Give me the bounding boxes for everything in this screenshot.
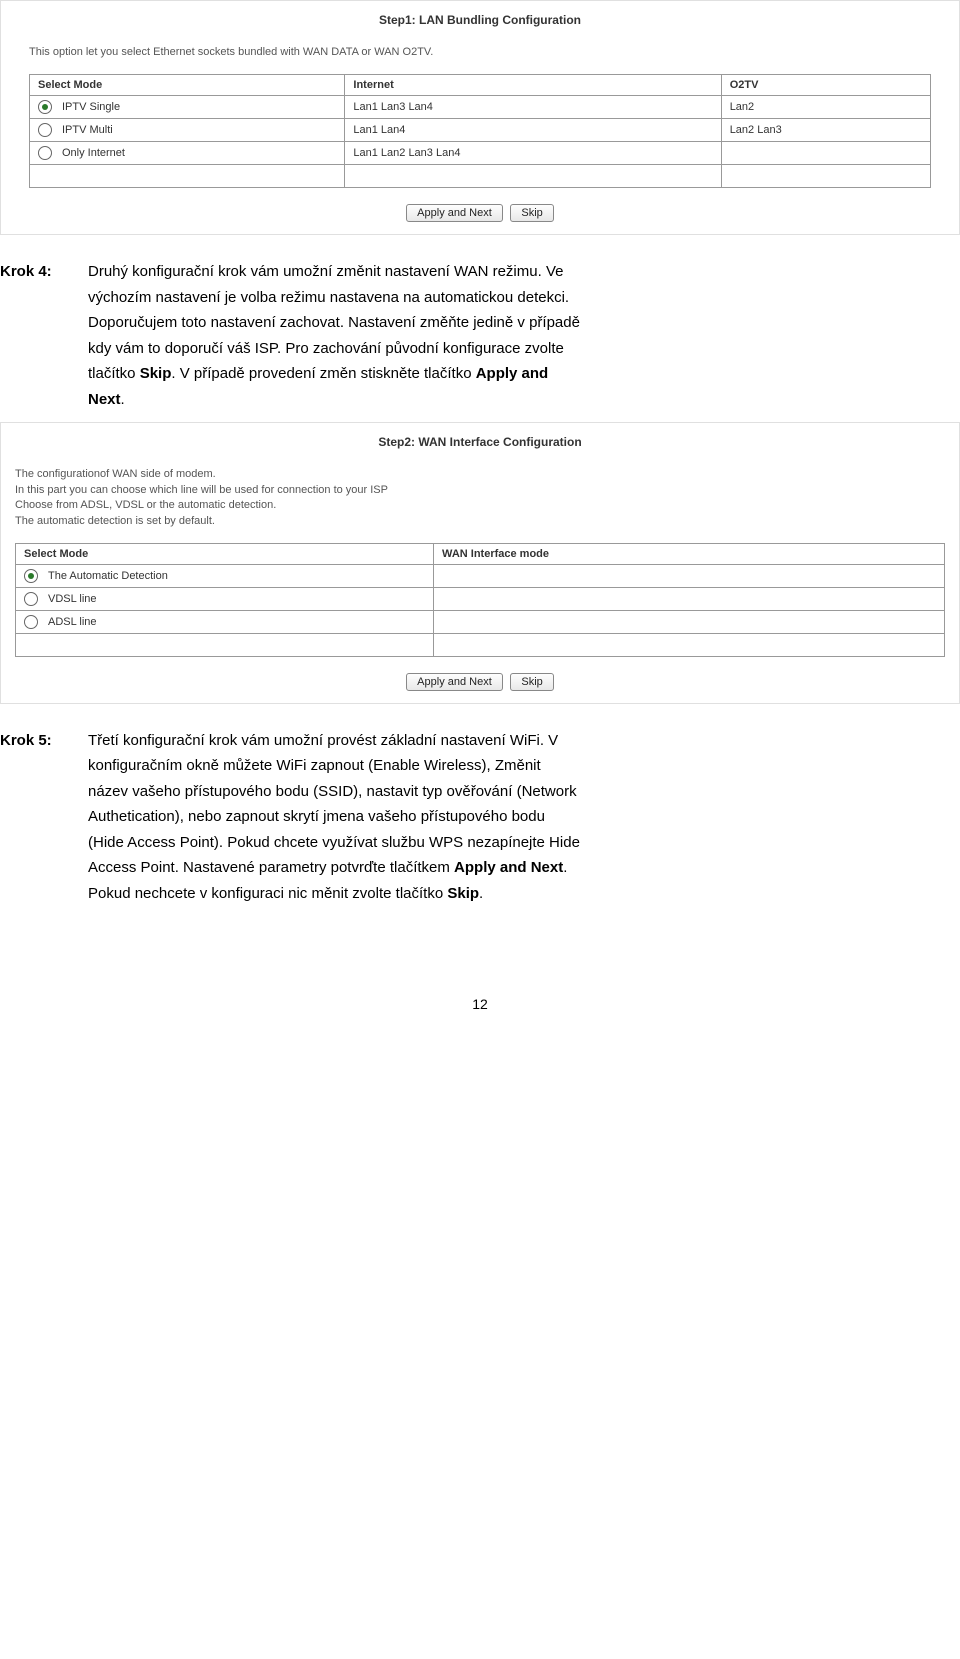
krok5-content: Třetí konfigurační krok vám umožní prové… [88, 728, 940, 907]
krok4-skip-bold: Skip [140, 365, 172, 382]
krok4-block: Krok 4: Druhý konfigurační krok vám umož… [0, 259, 940, 412]
step2-desc-line: The configurationof WAN side of modem. [15, 468, 216, 480]
krok4-content: Druhý konfigurační krok vám umožní změni… [88, 259, 940, 412]
internet-cell: Lan1 Lan3 Lan4 [345, 96, 721, 119]
krok4-text: Doporučujem toto nastavení zachovat. Nas… [88, 314, 580, 331]
step2-table: Select Mode WAN Interface mode The Autom… [15, 543, 945, 657]
step2-desc-line: In this part you can choose which line w… [15, 484, 388, 496]
iface-cell [434, 610, 945, 633]
table-row: IPTV Multi Lan1 Lan4 Lan2 Lan3 [30, 119, 931, 142]
krok5-text: název vašeho přístupového bodu (SSID), n… [88, 783, 577, 800]
mode-label: IPTV Single [62, 101, 120, 113]
skip-button[interactable]: Skip [510, 673, 553, 691]
radio-adsl[interactable] [24, 615, 38, 629]
internet-cell: Lan1 Lan4 [345, 119, 721, 142]
krok4-label: Krok 4: [0, 259, 78, 285]
table-row-empty [16, 633, 945, 656]
screenshot-step1: Step1: LAN Bundling Configuration This o… [0, 0, 960, 235]
step1-title: Step1: LAN Bundling Configuration [29, 13, 931, 27]
mode-label: The Automatic Detection [48, 570, 168, 582]
o2tv-cell: Lan2 Lan3 [721, 119, 930, 142]
apply-next-button[interactable]: Apply and Next [406, 673, 503, 691]
col-internet: Internet [345, 75, 721, 96]
o2tv-cell [721, 142, 930, 165]
step1-desc: This option let you select Ethernet sock… [29, 45, 931, 60]
krok5-text: Authetication), nebo zapnout skrytí jmen… [88, 808, 545, 825]
krok4-text: . V případě provedení změn stiskněte tla… [171, 365, 475, 382]
krok4-text: . [121, 391, 125, 408]
krok5-text: Access Point. Nastavené parametry potvrď… [88, 859, 454, 876]
krok5-text: . [563, 859, 567, 876]
page-number: 12 [0, 996, 960, 1012]
krok5-apply-bold: Apply and Next [454, 859, 563, 876]
skip-button[interactable]: Skip [510, 204, 553, 222]
krok5-text: Třetí konfigurační krok vám umožní prové… [88, 732, 558, 749]
mode-label: ADSL line [48, 616, 97, 628]
step2-desc-line: The automatic detection is set by defaul… [15, 515, 215, 527]
krok5-text: (Hide Access Point). Pokud chcete využív… [88, 834, 580, 851]
step2-title: Step2: WAN Interface Configuration [15, 435, 945, 449]
col-select-mode: Select Mode [16, 543, 434, 564]
krok4-text: tlačítko [88, 365, 140, 382]
krok5-block: Krok 5: Třetí konfigurační krok vám umož… [0, 728, 940, 907]
mode-label: IPTV Multi [62, 124, 113, 136]
mode-label: VDSL line [48, 593, 97, 605]
radio-vdsl[interactable] [24, 592, 38, 606]
col-o2tv: O2TV [721, 75, 930, 96]
screenshot-step2: Step2: WAN Interface Configuration The c… [0, 422, 960, 704]
step1-table: Select Mode Internet O2TV IPTV Single La… [29, 74, 931, 188]
internet-cell: Lan1 Lan2 Lan3 Lan4 [345, 142, 721, 165]
iface-cell [434, 587, 945, 610]
krok5-skip-bold: Skip [447, 885, 479, 902]
krok5-text: . [479, 885, 483, 902]
step2-desc-line: Choose from ADSL, VDSL or the automatic … [15, 499, 276, 511]
radio-iptv-single[interactable] [38, 100, 52, 114]
table-row: Only Internet Lan1 Lan2 Lan3 Lan4 [30, 142, 931, 165]
table-row-empty [30, 165, 931, 188]
krok4-text: Druhý konfigurační krok vám umožní změni… [88, 263, 563, 280]
apply-next-button[interactable]: Apply and Next [406, 204, 503, 222]
mode-label: Only Internet [62, 147, 125, 159]
col-wan-iface: WAN Interface mode [434, 543, 945, 564]
krok5-text: konfiguračním okně můžete WiFi zapnout (… [88, 757, 541, 774]
krok4-text: výchozím nastavení je volba režimu nasta… [88, 289, 569, 306]
step2-desc: The configurationof WAN side of modem. I… [15, 467, 945, 529]
krok4-next-bold: Next [88, 391, 121, 408]
krok4-text: kdy vám to doporučí váš ISP. Pro zachová… [88, 340, 564, 357]
radio-only-internet[interactable] [38, 146, 52, 160]
o2tv-cell: Lan2 [721, 96, 930, 119]
col-select-mode: Select Mode [30, 75, 345, 96]
krok5-text: Pokud nechcete v konfiguraci nic měnit z… [88, 885, 447, 902]
radio-auto-detection[interactable] [24, 569, 38, 583]
table-row: ADSL line [16, 610, 945, 633]
iface-cell [434, 564, 945, 587]
table-row: IPTV Single Lan1 Lan3 Lan4 Lan2 [30, 96, 931, 119]
krok5-label: Krok 5: [0, 728, 78, 754]
radio-iptv-multi[interactable] [38, 123, 52, 137]
table-row: The Automatic Detection [16, 564, 945, 587]
krok4-apply-bold: Apply and [476, 365, 549, 382]
table-row: VDSL line [16, 587, 945, 610]
